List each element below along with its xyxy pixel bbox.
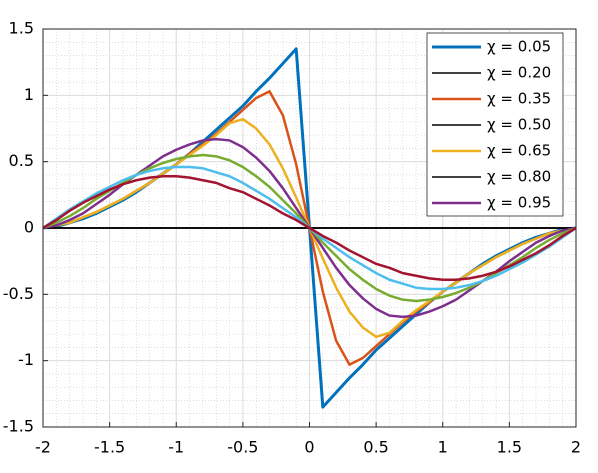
y-tick-label: 0 [24, 218, 34, 237]
x-tick-label: -0.5 [227, 438, 258, 457]
legend-label: χ = 0.95 [487, 194, 551, 212]
legend-label: χ = 0.35 [487, 90, 551, 108]
x-tick-label: 0 [304, 438, 314, 457]
x-tick-label: -2 [35, 438, 51, 457]
x-tick-label: 1.5 [497, 438, 522, 457]
y-tick-label: -1 [18, 350, 34, 369]
legend-label: χ = 0.65 [487, 142, 551, 160]
axes-box [42, 28, 577, 428]
y-tick-label: 1 [24, 85, 34, 104]
x-tick-label: 0.5 [363, 438, 388, 457]
legend-label: χ = 0.20 [487, 64, 551, 82]
y-tick-label: 0.5 [9, 151, 34, 170]
legend-label: χ = 0.05 [487, 38, 551, 56]
legend-label: χ = 0.50 [487, 116, 551, 134]
x-tick-label: 1 [438, 438, 448, 457]
x-tick-label: -1 [168, 438, 184, 457]
y-tick-label: -1.5 [3, 417, 34, 436]
y-tick-label: 1.5 [9, 19, 34, 38]
series-line [42, 175, 577, 281]
x-tick-label: -1.5 [94, 438, 125, 457]
legend: χ = 0.05 χ = 0.20 χ = 0.35 χ = 0.50 χ = 0.65… [426, 32, 564, 217]
x-tick-label: 2 [571, 438, 581, 457]
legend-label: χ = 0.80 [487, 168, 551, 186]
y-tick-label: -0.5 [3, 284, 34, 303]
